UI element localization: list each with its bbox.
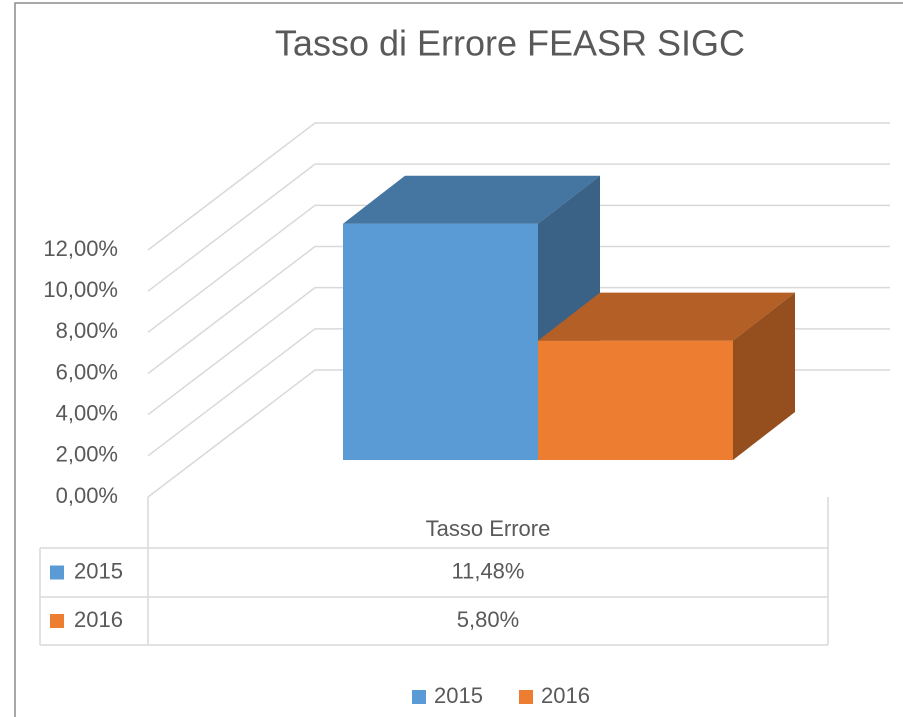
y-tick-label: 8,00% bbox=[56, 318, 118, 343]
table-legend-key bbox=[50, 614, 64, 628]
grid-line bbox=[147, 163, 890, 292]
legend-key bbox=[412, 690, 426, 704]
table-value: 5,80% bbox=[457, 607, 519, 632]
bar-side bbox=[733, 292, 795, 460]
bar bbox=[538, 340, 733, 460]
bar bbox=[343, 223, 538, 460]
table-row-label: 2015 bbox=[74, 558, 123, 583]
legend-label: 2016 bbox=[541, 683, 590, 708]
bar-top bbox=[538, 292, 795, 341]
table-value: 11,48% bbox=[452, 558, 525, 583]
bar-top bbox=[343, 175, 600, 224]
y-tick-label: 4,00% bbox=[56, 400, 118, 425]
y-tick-label: 10,00% bbox=[43, 277, 118, 302]
grid-line bbox=[147, 204, 890, 333]
legend-key bbox=[519, 690, 533, 704]
table-row-label: 2016 bbox=[74, 607, 123, 632]
grid-line bbox=[147, 122, 890, 251]
table-header: Tasso Errore bbox=[426, 516, 551, 541]
y-tick-label: 0,00% bbox=[56, 483, 118, 508]
grid-line bbox=[147, 245, 890, 375]
grid-line bbox=[147, 286, 890, 416]
y-tick-label: 2,00% bbox=[56, 442, 118, 467]
chart-title: Tasso di Errore FEASR SIGC bbox=[275, 23, 745, 64]
legend-label: 2015 bbox=[434, 683, 483, 708]
y-tick-label: 12,00% bbox=[43, 236, 118, 261]
table-legend-key bbox=[50, 565, 64, 580]
y-tick-label: 6,00% bbox=[56, 359, 118, 384]
